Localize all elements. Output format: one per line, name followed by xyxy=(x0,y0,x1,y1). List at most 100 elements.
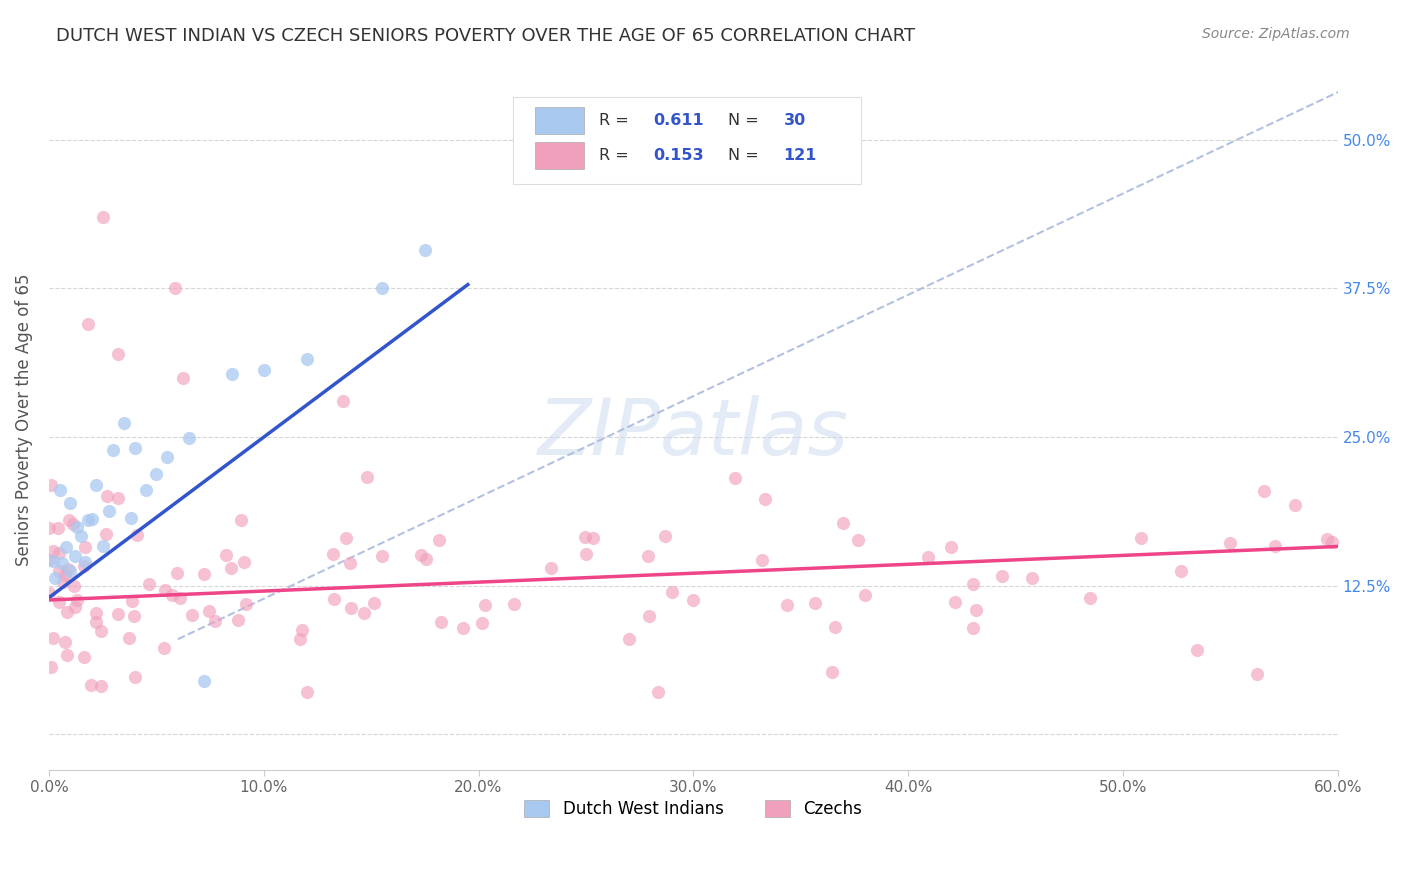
Point xyxy=(235,597,257,611)
Point xyxy=(682,592,704,607)
Point xyxy=(103,443,125,458)
Point xyxy=(229,513,252,527)
Point xyxy=(169,591,191,605)
Point xyxy=(66,519,89,533)
Point xyxy=(853,588,876,602)
Point xyxy=(363,596,385,610)
Text: N =: N = xyxy=(728,112,763,128)
Point xyxy=(48,595,70,609)
Point xyxy=(120,510,142,524)
Point xyxy=(335,531,357,545)
Point xyxy=(339,556,361,570)
Point xyxy=(219,561,242,575)
Point xyxy=(371,549,394,563)
Point xyxy=(53,634,76,648)
FancyBboxPatch shape xyxy=(513,96,860,185)
Point xyxy=(65,599,87,614)
Point xyxy=(121,594,143,608)
FancyBboxPatch shape xyxy=(534,142,583,169)
Point xyxy=(107,347,129,361)
Point xyxy=(411,548,433,562)
Text: DUTCH WEST INDIAN VS CZECH SENIORS POVERTY OVER THE AGE OF 65 CORRELATION CHART: DUTCH WEST INDIAN VS CZECH SENIORS POVER… xyxy=(56,27,915,45)
Point xyxy=(98,504,121,518)
Point xyxy=(295,685,318,699)
Point xyxy=(962,576,984,591)
Text: 0.611: 0.611 xyxy=(654,112,704,128)
Point xyxy=(96,489,118,503)
Point xyxy=(751,553,773,567)
Point xyxy=(156,450,179,464)
Point xyxy=(55,540,77,554)
Point xyxy=(193,673,215,688)
Point xyxy=(80,512,103,526)
Point xyxy=(427,533,450,548)
Point xyxy=(53,568,76,582)
Point xyxy=(107,607,129,622)
Point xyxy=(288,632,311,647)
Point xyxy=(1284,498,1306,512)
Point xyxy=(91,210,114,224)
Point xyxy=(91,539,114,553)
Point xyxy=(574,530,596,544)
Point xyxy=(44,571,66,585)
Point xyxy=(145,467,167,482)
Point xyxy=(41,544,63,558)
Point xyxy=(198,604,221,618)
Point xyxy=(107,491,129,505)
Point xyxy=(90,679,112,693)
Point xyxy=(1185,642,1208,657)
Point xyxy=(193,567,215,582)
Point xyxy=(371,281,394,295)
Point xyxy=(322,592,344,607)
Point xyxy=(654,529,676,543)
Point xyxy=(474,598,496,612)
Point xyxy=(353,606,375,620)
Point xyxy=(160,588,183,602)
Point xyxy=(1130,531,1153,545)
Point xyxy=(138,577,160,591)
Point xyxy=(166,566,188,581)
Point xyxy=(38,521,60,535)
Y-axis label: Seniors Poverty Over the Age of 65: Seniors Poverty Over the Age of 65 xyxy=(15,273,32,566)
Point xyxy=(413,243,436,257)
Point xyxy=(112,417,135,431)
Point xyxy=(356,470,378,484)
Point xyxy=(340,600,363,615)
Point xyxy=(540,561,562,575)
Point xyxy=(181,607,204,622)
Point xyxy=(582,532,605,546)
Point xyxy=(991,569,1014,583)
Point xyxy=(332,394,354,409)
Point xyxy=(56,605,79,619)
Point xyxy=(122,609,145,624)
Point xyxy=(1021,571,1043,585)
Point xyxy=(647,684,669,698)
Point xyxy=(39,660,62,674)
Point xyxy=(153,582,176,597)
Point xyxy=(575,547,598,561)
Point xyxy=(824,620,846,634)
Point xyxy=(75,541,97,555)
Point xyxy=(75,555,97,569)
Point xyxy=(76,317,98,331)
Point xyxy=(1316,533,1339,547)
Point xyxy=(66,593,89,607)
Point xyxy=(56,648,79,662)
Point xyxy=(73,649,96,664)
Point xyxy=(1170,564,1192,578)
Point xyxy=(38,586,60,600)
Point xyxy=(84,477,107,491)
Text: R =: R = xyxy=(599,112,634,128)
Point xyxy=(429,615,451,630)
Point xyxy=(48,564,70,578)
Point xyxy=(1264,539,1286,553)
FancyBboxPatch shape xyxy=(534,107,583,134)
Point xyxy=(135,483,157,497)
Point xyxy=(415,552,437,566)
Point xyxy=(46,521,69,535)
Point xyxy=(48,546,70,560)
Legend: Dutch West Indians, Czechs: Dutch West Indians, Czechs xyxy=(517,793,869,825)
Point xyxy=(177,431,200,445)
Point xyxy=(204,615,226,629)
Point xyxy=(831,516,853,530)
